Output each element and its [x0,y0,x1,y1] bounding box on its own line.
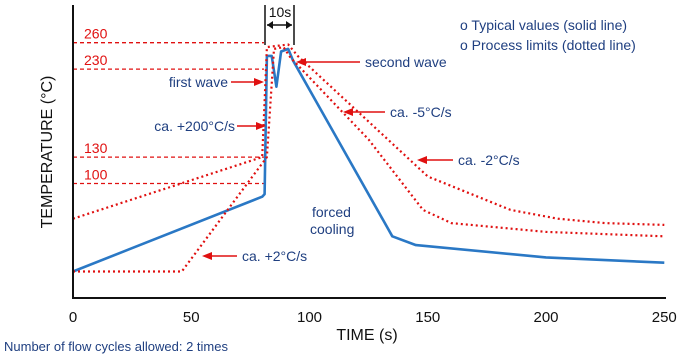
wave-width-label: 10s [269,4,292,20]
first-wave-label: first wave [169,74,228,90]
legend-limits: o Process limits (dotted line) [460,37,636,53]
x-tick-labels: 0 50 100 150 200 250 [69,309,677,326]
heat-rate-label: ca. +200°C/s [154,118,235,134]
first-wave-arrowhead [254,78,264,86]
y-reference-labels: 260 230 130 100 [84,26,108,183]
cool-5-arrowhead [343,108,353,116]
x-tick-150: 150 [415,309,440,326]
ref-label-260: 260 [84,26,108,42]
x-tick-0: 0 [69,309,77,326]
x-tick-100: 100 [297,309,322,326]
x-tick-250: 250 [652,309,677,326]
cool-2-arrowhead [417,156,427,164]
flow-cycles-note: Number of flow cycles allowed: 2 times [4,339,228,354]
x-tick-200: 200 [533,309,558,326]
series-group [72,43,665,273]
second-wave-arrowhead [296,58,306,66]
x-tick-50: 50 [183,309,200,326]
cool-2-label: ca. -2°C/s [458,152,520,168]
x-axis-title: TIME (s) [336,327,397,344]
wave-width-arrowhead-right [286,21,292,29]
preheat-label: ca. +2°C/s [242,248,307,264]
forced-cooling-line1: forced [312,204,351,220]
wave-width-arrowhead-left [267,21,273,29]
cool-5-label: ca. -5°C/s [390,104,452,120]
second-wave-label: second wave [365,54,447,70]
process-limit-line-2 [72,43,665,226]
ref-label-230: 230 [84,52,108,68]
ref-label-100: 100 [84,167,108,183]
y-axis-title: TEMPERATURE (°C) [39,76,56,229]
forced-cooling-line2: cooling [310,221,354,237]
legend-typical: o Typical values (solid line) [460,17,627,33]
typical-profile-line [72,47,665,273]
ref-label-130: 130 [84,140,108,156]
preheat-arrowhead [202,252,212,260]
heat-rate-arrowhead [256,122,266,130]
reference-lines [73,42,264,185]
process-limit-line-1 [73,45,665,273]
